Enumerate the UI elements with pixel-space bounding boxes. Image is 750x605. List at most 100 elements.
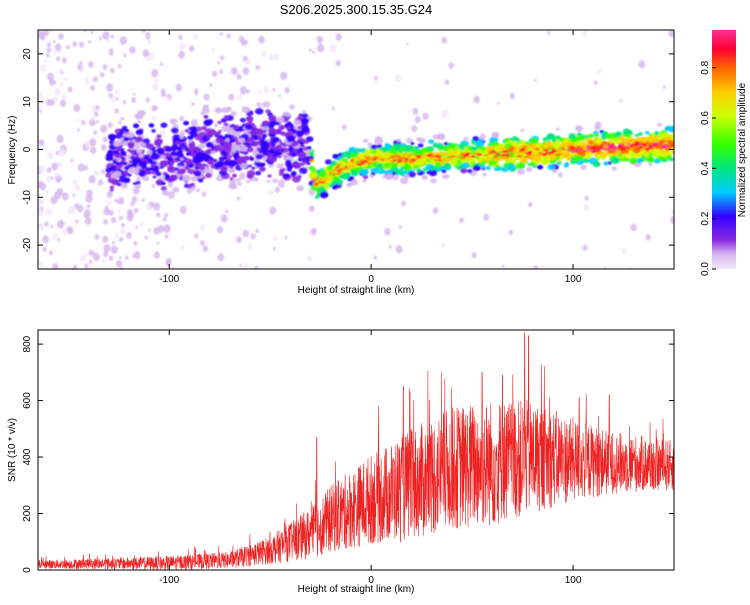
- spectrogram-noise-cell: [115, 260, 123, 268]
- spectrogram-noise-cell: [261, 50, 267, 57]
- spectrogram-band-cell: [265, 109, 271, 114]
- spectrogram-noise-cell: [180, 245, 185, 250]
- spectrogram-band-cell: [344, 150, 352, 156]
- spectrogram-noise-cell: [120, 228, 126, 235]
- spectrogram-band-cell: [109, 188, 114, 192]
- spectrogram-noise-cell: [102, 64, 108, 71]
- spectrogram-noise-cell: [258, 89, 262, 94]
- spectrogram-band-cell: [254, 131, 259, 135]
- spectrogram-noise-cell: [43, 30, 50, 37]
- spectrogram-noise-cell: [53, 40, 56, 44]
- spectrogram-noise-cell: [77, 128, 80, 132]
- spectrogram-noise-cell: [118, 215, 123, 221]
- spectrogram-noise-cell: [79, 41, 85, 48]
- spectrogram-band-cell: [632, 147, 641, 154]
- spectrogram-band-cell: [196, 156, 204, 163]
- spectrogram-band-cell: [113, 146, 118, 150]
- spectrogram-noise-cell: [131, 196, 138, 203]
- spectrogram-band-cell: [135, 136, 143, 143]
- spectrogram-band-cell: [611, 166, 618, 171]
- snr-series-line: [38, 332, 674, 570]
- snr-ytick-label: 200: [22, 505, 33, 522]
- spectrogram-band-cell: [151, 129, 156, 133]
- spectrogram-band-cell: [150, 153, 160, 160]
- spectrogram-band-cell: [331, 180, 338, 185]
- spectrogram-noise-cell: [533, 265, 539, 269]
- spectrogram-band-cell: [231, 144, 240, 151]
- spectrogram-noise-cell: [141, 123, 145, 127]
- spectrogram-noise-cell: [145, 55, 151, 61]
- spectrogram-band-cell: [516, 168, 525, 175]
- spectrogram-noise-cell: [161, 88, 166, 94]
- spectrogram-noise-cell: [72, 179, 78, 186]
- spectrogram-noise-cell: [109, 67, 115, 74]
- spectrogram-noise-cell: [335, 60, 341, 67]
- spectrogram-noise-cell: [127, 210, 134, 219]
- spectrogram-band-cell: [415, 147, 419, 150]
- spectrogram-band-cell: [246, 180, 251, 184]
- spectrogram-core-cell: [437, 159, 442, 162]
- spectrogram-band-cell: [346, 182, 352, 187]
- snr-ytick-label: 0: [22, 567, 33, 573]
- spectrogram-band-cell: [203, 114, 209, 119]
- spectrogram-noise-cell: [53, 80, 57, 85]
- spectrogram-band-cell: [125, 129, 130, 133]
- spectrogram-core-cell: [664, 141, 669, 145]
- spectrogram-noise-cell: [58, 68, 62, 73]
- spectrogram-band-cell: [480, 164, 486, 169]
- spectrogram-noise-cell: [312, 50, 316, 54]
- spectrogram-core-cell: [502, 150, 507, 153]
- spectrogram-noise-cell: [242, 55, 248, 62]
- spectrogram-core-cell: [488, 151, 493, 154]
- spectrogram-noise-cell: [255, 64, 261, 70]
- spectrogram-noise-cell: [389, 245, 392, 249]
- spectrogram-noise-cell: [38, 105, 42, 111]
- spectrogram-band-cell: [296, 130, 304, 137]
- spectrogram-noise-cell: [497, 102, 500, 106]
- spectrogram-noise-cell: [131, 97, 137, 104]
- spectrogram-band-cell: [138, 160, 148, 168]
- spectrogram-noise-cell: [219, 32, 223, 36]
- spectrogram-band-cell: [280, 131, 286, 136]
- spectrogram-band-cell: [159, 160, 169, 168]
- spectrogram-noise-cell: [54, 172, 60, 178]
- spectrogram-band-cell: [417, 143, 424, 148]
- spectrogram-noise-cell: [533, 78, 537, 82]
- spectrogram-noise-cell: [133, 241, 138, 246]
- spectrogram-noise-cell: [106, 190, 113, 198]
- spectrogram-band-cell: [443, 162, 452, 169]
- spectrogram-noise-cell: [83, 30, 87, 33]
- spectrogram-noise-cell: [114, 108, 119, 114]
- snr-xtick-label: -100: [159, 575, 179, 586]
- spectrogram-core-cell: [378, 155, 384, 159]
- spectrogram-noise-cell: [61, 57, 67, 64]
- spectrogram-band-cell: [202, 104, 209, 110]
- spectrogram-noise-cell: [110, 245, 118, 254]
- spectrogram-band-cell: [228, 138, 236, 144]
- spectrogram-noise-cell: [50, 224, 54, 229]
- spectrogram-band-cell: [307, 146, 312, 150]
- spectrogram-core-cell: [492, 150, 497, 154]
- spectrogram-core-cell: [416, 154, 422, 158]
- spectrogram-band-cell: [491, 131, 500, 138]
- spectrogram-band-cell: [198, 178, 204, 183]
- spectrogram-band-cell: [287, 152, 293, 157]
- spectrogram-band-cell: [188, 143, 193, 148]
- spectrogram-noise-cell: [441, 109, 449, 118]
- spectrogram-band-cell: [169, 118, 178, 125]
- spectrogram-band-cell: [256, 147, 262, 152]
- spectrogram-band-cell: [179, 157, 184, 161]
- spectrogram-band-cell: [418, 137, 426, 144]
- spectrogram-noise-cell: [151, 184, 155, 189]
- spectrogram-noise-cell: [236, 196, 241, 201]
- spectrogram-band-cell: [525, 166, 533, 173]
- spectrogram-noise-cell: [151, 68, 159, 78]
- spectrogram-core-cell: [328, 173, 334, 177]
- spectrogram-core-cell: [606, 144, 611, 147]
- spectrogram-band-cell: [588, 140, 594, 145]
- spectrogram-band-cell: [207, 128, 217, 136]
- spectrogram-band-cell: [183, 120, 189, 126]
- spectrogram-noise-cell: [38, 260, 41, 265]
- spectrogram-band-cell: [148, 167, 153, 170]
- spectrogram-noise-cell: [125, 156, 129, 160]
